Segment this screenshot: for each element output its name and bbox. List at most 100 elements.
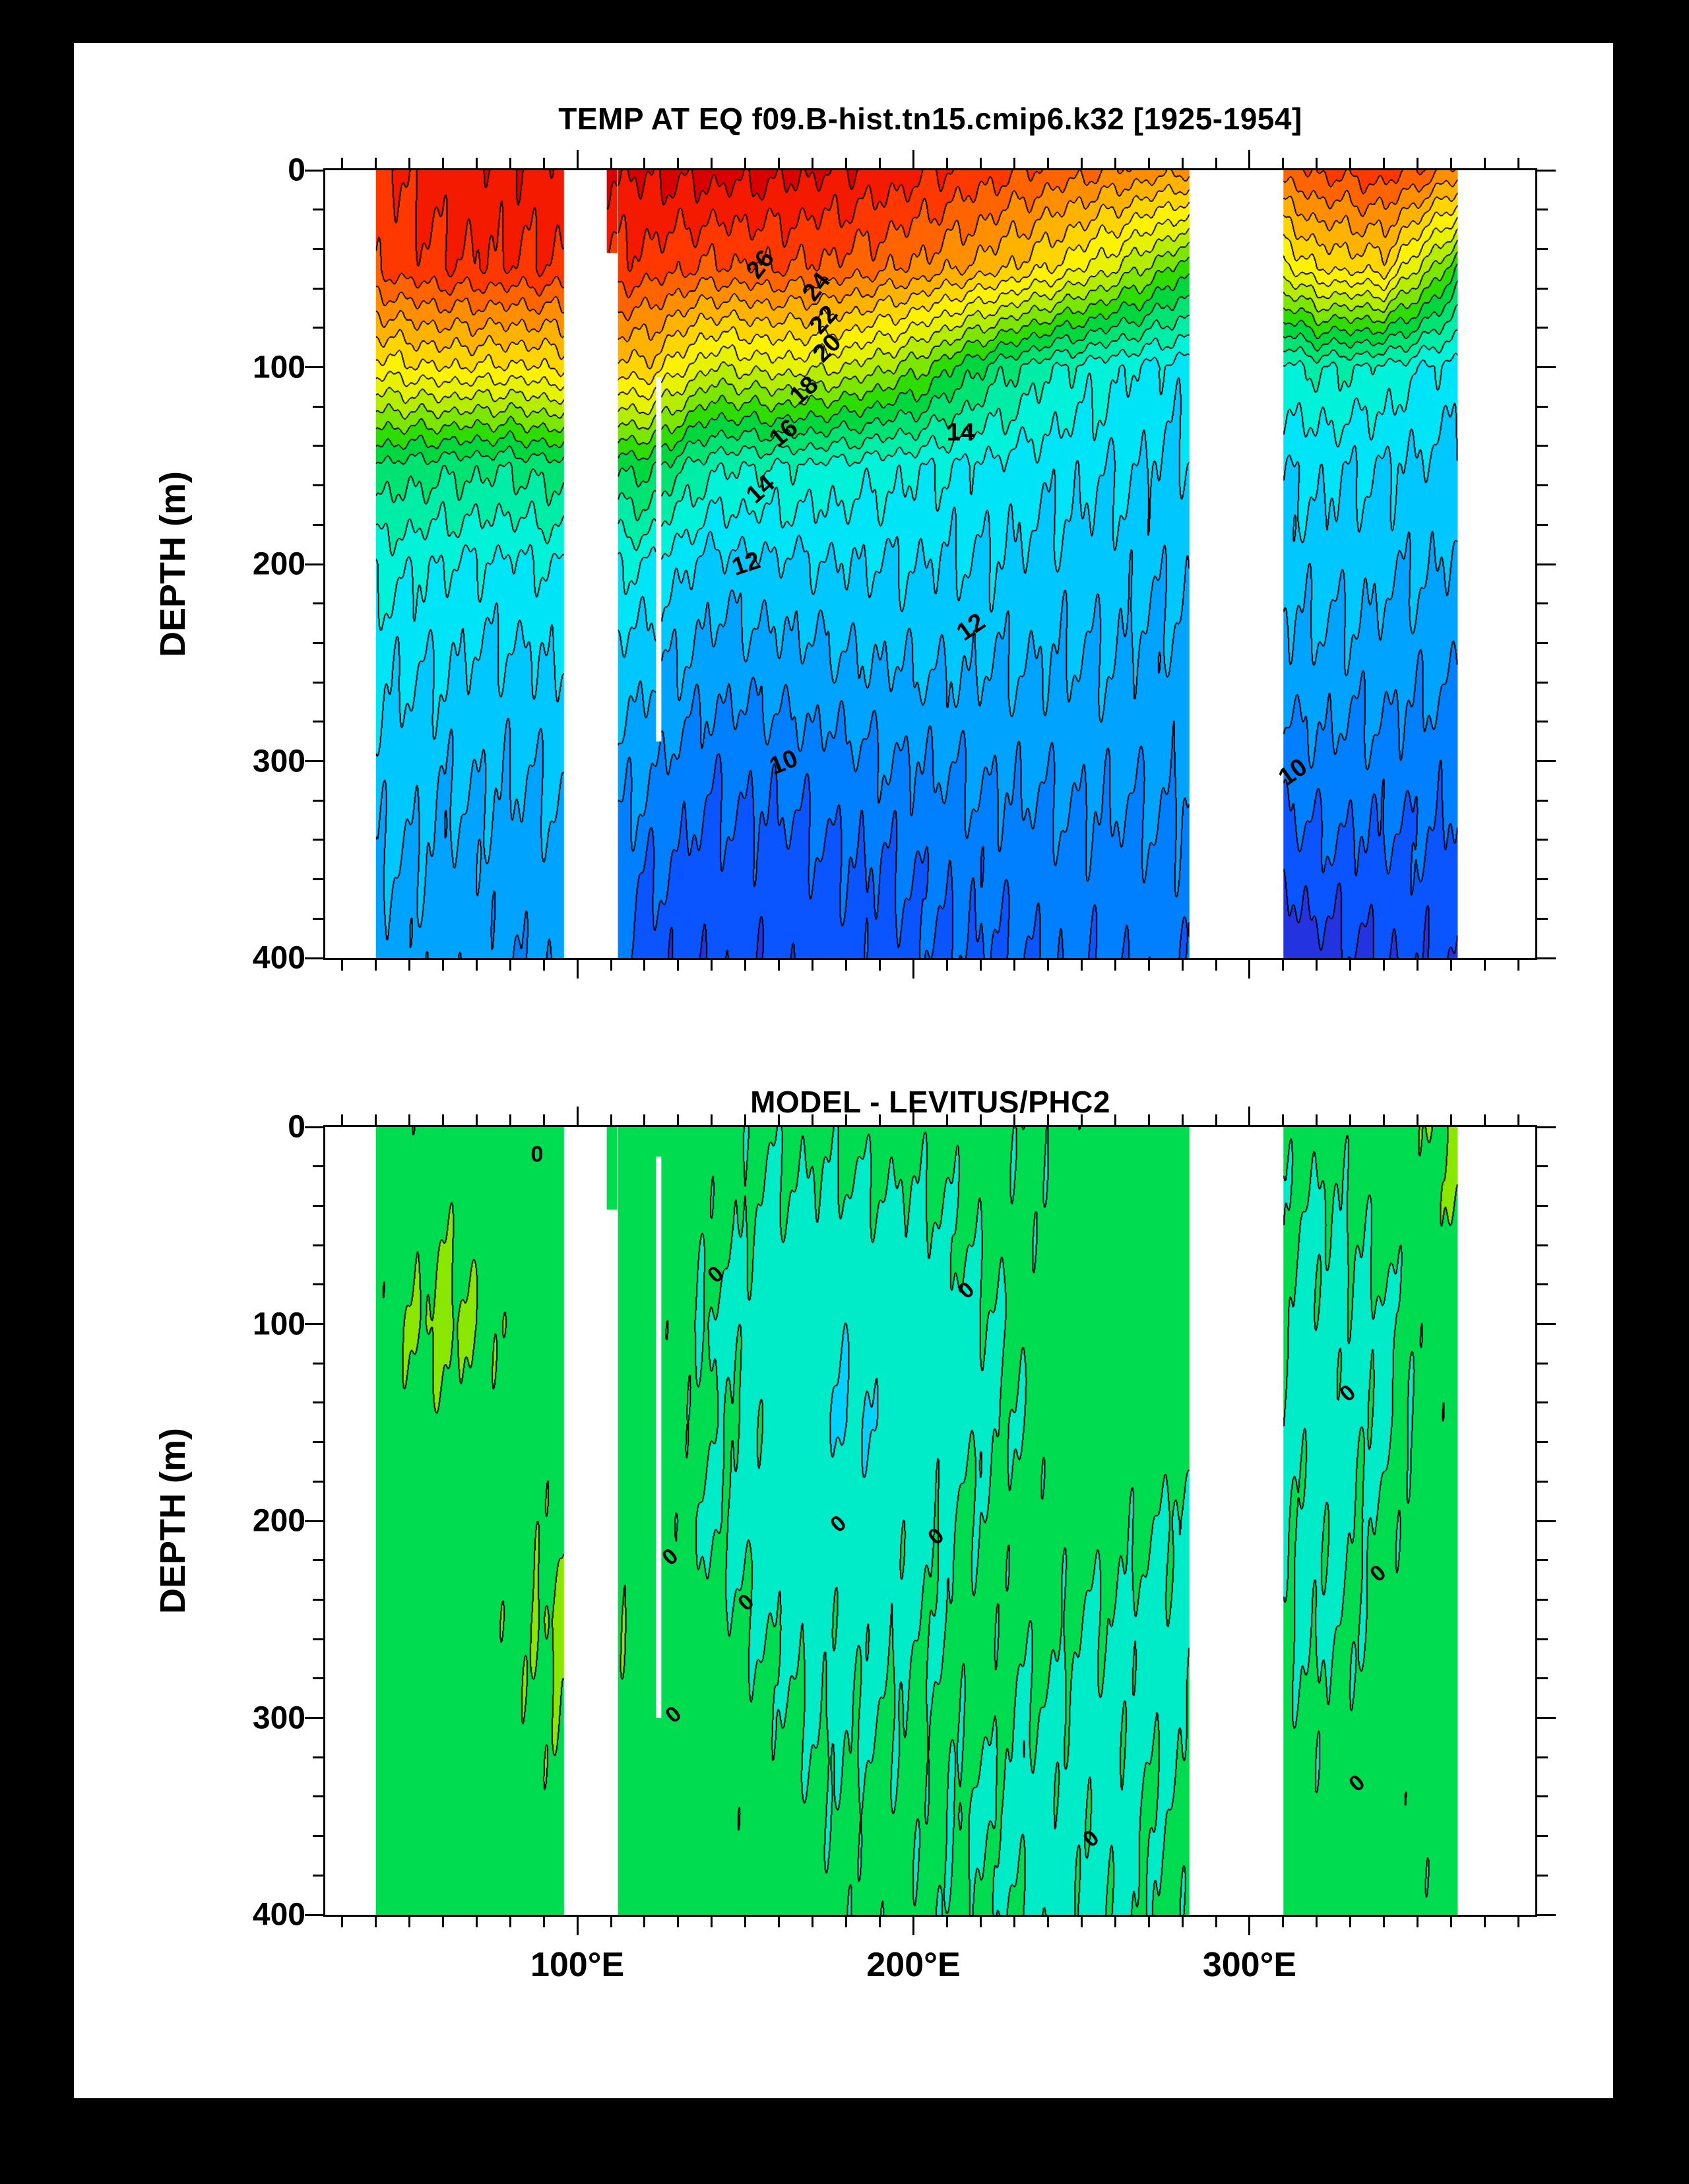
x-tick-mark: [1248, 1107, 1251, 1125]
y-tick-mark: [1537, 1874, 1548, 1877]
x-tick-mark: [408, 158, 410, 168]
x-tick-mark: [1383, 1114, 1386, 1125]
x-tick-mark: [1417, 1114, 1419, 1125]
x-tick-mark: [879, 960, 881, 971]
x-tick-mark: [677, 1917, 680, 1927]
y-tick-mark: [1537, 1441, 1548, 1444]
x-tick-mark: [845, 1114, 848, 1125]
y-tick-mark: [1537, 641, 1548, 644]
y-tick-mark: [305, 1913, 323, 1916]
y-tick-label: 400: [252, 1897, 305, 1933]
y-tick-mark: [1537, 563, 1556, 565]
x-tick-mark: [340, 1114, 343, 1125]
y-tick-mark: [313, 839, 323, 841]
x-tick-mark: [340, 158, 343, 168]
x-tick-mark: [1316, 960, 1318, 971]
y-tick-label: 100: [252, 350, 305, 385]
x-tick-mark: [979, 960, 982, 971]
y-tick-mark: [1537, 1638, 1548, 1640]
y-tick-mark: [313, 681, 323, 684]
x-tick-mark: [979, 158, 982, 168]
bottom-y-axis-title: DEPTH (m): [153, 1428, 193, 1614]
y-tick-mark: [1537, 1126, 1556, 1128]
x-tick-mark: [1181, 960, 1184, 971]
x-tick-mark: [744, 158, 747, 168]
y-tick-mark: [305, 366, 323, 368]
x-tick-mark: [744, 960, 747, 971]
x-tick-mark: [744, 1917, 747, 1927]
x-tick-mark: [912, 960, 915, 979]
x-tick-mark: [408, 1114, 410, 1125]
x-tick-mark: [542, 158, 545, 168]
y-tick-mark: [313, 1441, 323, 1444]
x-tick-mark: [576, 960, 579, 979]
x-tick-mark: [610, 960, 612, 971]
y-tick-mark: [1537, 1244, 1548, 1246]
x-tick-mark: [812, 158, 814, 168]
x-tick-mark: [677, 158, 680, 168]
x-tick-mark: [1282, 1114, 1285, 1125]
y-tick-label: 400: [252, 940, 305, 976]
x-tick-mark: [1215, 158, 1217, 168]
y-tick-label: 300: [252, 1700, 305, 1735]
y-tick-mark: [313, 1283, 323, 1286]
y-tick-mark: [305, 1520, 323, 1522]
x-tick-mark: [711, 1917, 713, 1927]
x-tick-mark: [677, 1114, 680, 1125]
y-tick-mark: [1537, 1756, 1548, 1758]
x-tick-mark: [711, 960, 713, 971]
y-tick-mark: [1537, 760, 1556, 762]
y-tick-mark: [305, 1717, 323, 1719]
y-tick-mark: [1537, 523, 1548, 526]
y-tick-mark: [1537, 405, 1548, 408]
y-tick-mark: [313, 287, 323, 290]
y-tick-mark: [1537, 484, 1548, 487]
x-tick-mark: [1282, 158, 1285, 168]
x-tick-mark: [1484, 960, 1486, 971]
x-tick-mark: [1181, 1114, 1184, 1125]
y-tick-mark: [1537, 287, 1548, 290]
y-tick-mark: [1537, 1559, 1548, 1562]
x-tick-mark: [1417, 158, 1419, 168]
x-tick-mark: [1517, 1114, 1520, 1125]
x-tick-mark: [1147, 158, 1150, 168]
y-tick-mark: [1537, 1835, 1548, 1838]
x-tick-label: 200°E: [866, 1946, 961, 1984]
x-tick-mark: [643, 1917, 646, 1927]
diff-contour-plot: 0 0 0 0 0 0 0 0 0 0 0 0 0 100 200 300 400 100°E 200°E 300°E: [253, 1107, 1556, 1984]
y-tick-mark: [1537, 209, 1548, 211]
y-tick-mark: [1537, 602, 1548, 605]
x-tick-mark: [374, 158, 377, 168]
x-tick-mark: [610, 1917, 612, 1927]
x-tick-mark: [1080, 1114, 1083, 1125]
y-tick-mark: [313, 1559, 323, 1562]
y-tick-mark: [313, 1244, 323, 1246]
x-tick-mark: [1484, 158, 1486, 168]
x-tick-mark: [441, 960, 444, 971]
y-tick-mark: [305, 169, 323, 172]
y-tick-mark: [1537, 917, 1548, 920]
x-tick-mark: [979, 1917, 982, 1927]
x-tick-mark: [1417, 1917, 1419, 1927]
x-tick-mark: [610, 1114, 612, 1125]
x-tick-mark: [542, 1114, 545, 1125]
x-tick-mark: [1316, 158, 1318, 168]
x-tick-mark: [1450, 960, 1453, 971]
x-tick-mark: [1349, 960, 1352, 971]
y-tick-mark: [305, 760, 323, 762]
y-tick-mark: [305, 957, 323, 959]
y-tick-mark: [1537, 721, 1548, 723]
x-tick-mark: [1417, 960, 1419, 971]
x-tick-mark: [509, 158, 511, 168]
y-tick-mark: [1537, 247, 1548, 250]
temp-contour-canvas: [325, 170, 1535, 958]
y-tick-mark: [1537, 878, 1548, 881]
y-tick-mark: [1537, 1323, 1556, 1325]
y-tick-mark: [1537, 1401, 1548, 1404]
x-tick-mark: [576, 1107, 579, 1125]
x-tick-mark: [643, 1114, 646, 1125]
x-tick-mark: [1215, 1917, 1217, 1927]
y-tick-mark: [1537, 327, 1548, 329]
y-tick-mark: [1537, 1795, 1548, 1798]
y-tick-label: 200: [252, 546, 305, 582]
